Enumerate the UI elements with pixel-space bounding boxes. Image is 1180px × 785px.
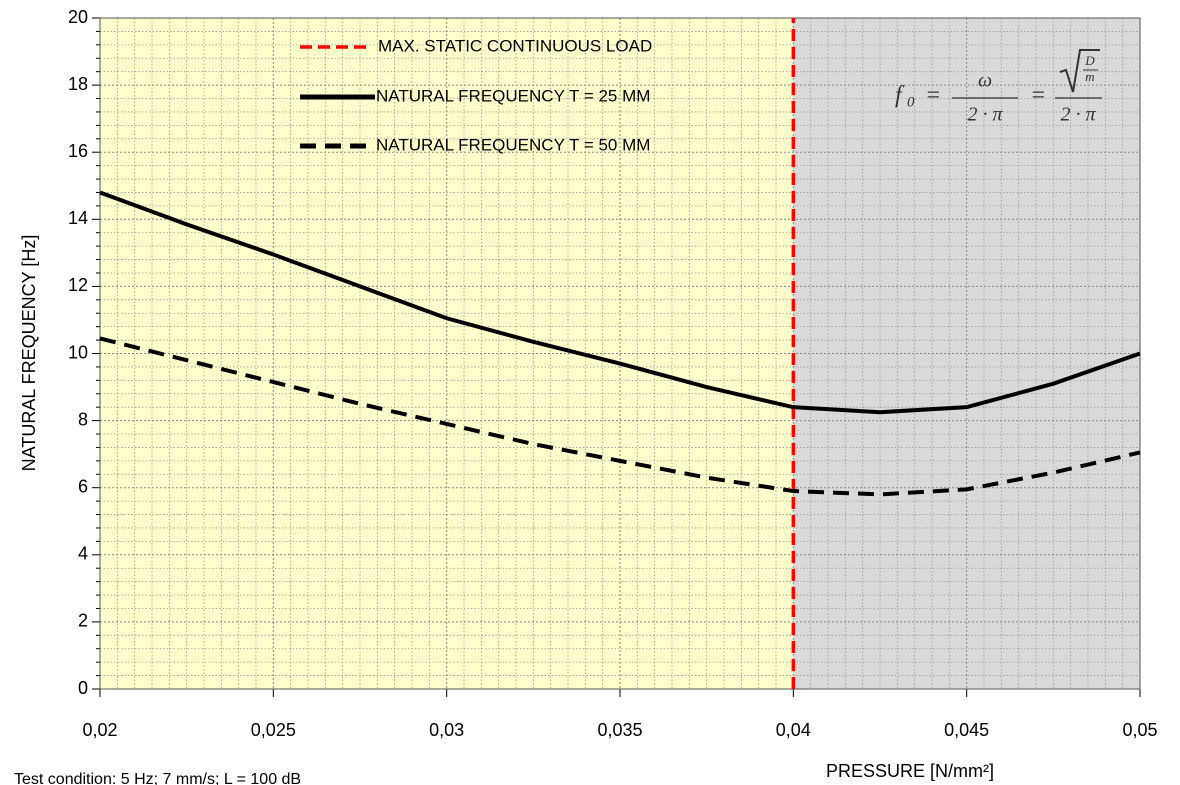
y-tick-label: 2 xyxy=(78,611,88,631)
formula-part: = xyxy=(925,83,941,109)
y-tick-label: 4 xyxy=(78,544,88,564)
y-tick-label: 18 xyxy=(68,74,88,94)
y-tick-label: 8 xyxy=(78,409,88,429)
formula-part: 0 xyxy=(907,94,915,110)
x-tick-label: 0,045 xyxy=(944,720,989,740)
y-tick-label: 16 xyxy=(68,141,88,161)
sqrt-sign xyxy=(1059,49,1100,93)
note: Test condition: 5 Hz; 7 mm/s; L = 100 dB xyxy=(14,771,301,785)
x-tick-label: 0,05 xyxy=(1122,720,1157,740)
formula-part: 2 · π xyxy=(1060,104,1096,126)
y-axis-label: NATURAL FREQUENCY [Hz] xyxy=(19,235,39,472)
formula-part: f xyxy=(895,83,905,109)
y-tick-label: 6 xyxy=(78,476,88,496)
formula-part: D xyxy=(1084,53,1095,68)
formula-part: m xyxy=(1085,69,1094,84)
x-tick-label: 0,03 xyxy=(429,720,464,740)
legend-label: MAX. STATIC CONTINUOUS LOAD xyxy=(378,36,652,55)
x-tick-label: 0,02 xyxy=(82,720,117,740)
y-tick-label: 20 xyxy=(68,7,88,27)
region xyxy=(793,18,1140,689)
formula-part: = xyxy=(1030,83,1046,109)
legend-label: NATURAL FREQUENCY T = 50 MM xyxy=(376,135,650,154)
x-tick-label: 0,04 xyxy=(776,720,811,740)
legend-label: NATURAL FREQUENCY T = 25 MM xyxy=(376,86,650,105)
x-axis-label: PRESSURE [N/mm²] xyxy=(826,761,994,781)
x-tick-label: 0,035 xyxy=(597,720,642,740)
series-line xyxy=(99,336,1141,497)
y-tick-label: 14 xyxy=(68,208,88,228)
formula-part: 2 · π xyxy=(967,104,1003,126)
y-tick-label: 10 xyxy=(68,342,88,362)
series-line xyxy=(99,190,1141,415)
y-tick-label: 0 xyxy=(78,678,88,698)
formula-part: ω xyxy=(978,70,992,92)
formula: f 0 = ω 2 · π = Dm 2 · π xyxy=(895,49,1102,126)
x-tick-label: 0,025 xyxy=(251,720,296,740)
y-tick-label: 12 xyxy=(68,275,88,295)
